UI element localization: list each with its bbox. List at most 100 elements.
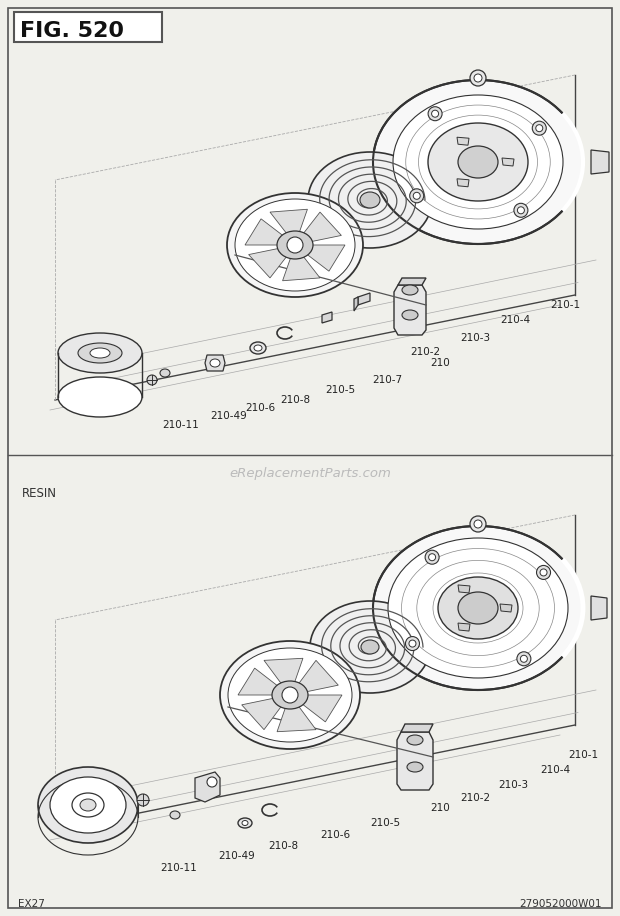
Circle shape — [520, 655, 528, 662]
Text: 210: 210 — [430, 358, 450, 368]
Ellipse shape — [272, 681, 308, 709]
Text: 210-5: 210-5 — [325, 385, 355, 395]
Circle shape — [474, 74, 482, 82]
Ellipse shape — [458, 146, 498, 178]
Ellipse shape — [50, 777, 126, 833]
Text: RESIN: RESIN — [22, 487, 57, 500]
Ellipse shape — [78, 343, 122, 363]
Ellipse shape — [235, 199, 355, 291]
Polygon shape — [397, 732, 433, 790]
Polygon shape — [354, 297, 358, 311]
Circle shape — [518, 207, 525, 213]
Polygon shape — [277, 705, 316, 732]
Text: EX27: EX27 — [18, 899, 45, 909]
Circle shape — [282, 687, 298, 703]
Ellipse shape — [170, 811, 180, 819]
Polygon shape — [457, 137, 469, 146]
Ellipse shape — [308, 152, 432, 248]
Ellipse shape — [242, 821, 248, 825]
Circle shape — [409, 640, 416, 647]
Circle shape — [470, 70, 486, 86]
Ellipse shape — [428, 123, 528, 201]
Ellipse shape — [402, 310, 418, 320]
Polygon shape — [394, 285, 426, 335]
Polygon shape — [298, 660, 339, 692]
Text: 210-7: 210-7 — [372, 375, 402, 385]
Circle shape — [425, 551, 439, 564]
Text: 210-8: 210-8 — [280, 395, 310, 405]
Circle shape — [287, 237, 303, 253]
Ellipse shape — [72, 793, 104, 817]
Polygon shape — [358, 293, 370, 305]
Ellipse shape — [254, 345, 262, 351]
Ellipse shape — [38, 767, 138, 843]
Text: 210-3: 210-3 — [460, 333, 490, 343]
Circle shape — [137, 794, 149, 806]
Polygon shape — [249, 248, 288, 278]
Ellipse shape — [58, 377, 142, 417]
Text: eReplacementParts.com: eReplacementParts.com — [229, 466, 391, 479]
Text: 210-4: 210-4 — [500, 315, 530, 325]
Bar — [14, 12, 162, 42]
Text: 210-49: 210-49 — [218, 851, 255, 861]
Polygon shape — [500, 604, 512, 612]
Ellipse shape — [160, 369, 170, 377]
Circle shape — [207, 777, 217, 787]
Circle shape — [514, 203, 528, 217]
Polygon shape — [591, 150, 609, 174]
Ellipse shape — [388, 538, 568, 678]
Text: 210-6: 210-6 — [320, 830, 350, 840]
Ellipse shape — [220, 641, 360, 749]
Ellipse shape — [373, 526, 583, 690]
Polygon shape — [401, 724, 433, 732]
Circle shape — [413, 192, 420, 200]
Polygon shape — [245, 219, 285, 245]
Text: 210-8: 210-8 — [268, 841, 298, 851]
Ellipse shape — [228, 648, 352, 742]
Ellipse shape — [80, 799, 96, 811]
Polygon shape — [264, 659, 303, 684]
Text: 210-11: 210-11 — [162, 420, 199, 430]
Circle shape — [470, 516, 486, 532]
Circle shape — [533, 121, 546, 136]
Circle shape — [517, 652, 531, 666]
Polygon shape — [270, 209, 308, 234]
Polygon shape — [301, 695, 342, 722]
Circle shape — [540, 569, 547, 576]
Polygon shape — [283, 256, 320, 280]
Polygon shape — [398, 278, 426, 285]
Ellipse shape — [407, 735, 423, 745]
Polygon shape — [591, 596, 607, 620]
Text: 210-5: 210-5 — [370, 818, 400, 828]
Ellipse shape — [238, 818, 252, 828]
Ellipse shape — [360, 192, 380, 208]
Polygon shape — [238, 668, 280, 695]
Circle shape — [536, 125, 542, 132]
Ellipse shape — [210, 359, 220, 367]
Ellipse shape — [227, 193, 363, 297]
Circle shape — [428, 106, 442, 121]
Ellipse shape — [90, 348, 110, 358]
Polygon shape — [322, 312, 332, 323]
Ellipse shape — [402, 285, 418, 295]
Polygon shape — [458, 623, 470, 631]
Text: 210-49: 210-49 — [210, 411, 247, 421]
Circle shape — [405, 637, 420, 650]
Text: 210: 210 — [430, 803, 450, 813]
Text: 279052000W01: 279052000W01 — [520, 899, 602, 909]
Ellipse shape — [393, 95, 563, 229]
Ellipse shape — [361, 640, 379, 654]
Text: 210-2: 210-2 — [410, 347, 440, 357]
Polygon shape — [502, 158, 514, 166]
Polygon shape — [457, 179, 469, 187]
Ellipse shape — [58, 333, 142, 373]
Ellipse shape — [310, 601, 430, 693]
Ellipse shape — [407, 762, 423, 772]
Text: 210-1: 210-1 — [550, 300, 580, 310]
Circle shape — [428, 553, 436, 561]
Text: FIG. 520: FIG. 520 — [20, 21, 124, 41]
Ellipse shape — [438, 577, 518, 639]
Text: 210-4: 210-4 — [540, 765, 570, 775]
Text: 210-2: 210-2 — [460, 793, 490, 803]
Text: 210-1: 210-1 — [568, 750, 598, 760]
